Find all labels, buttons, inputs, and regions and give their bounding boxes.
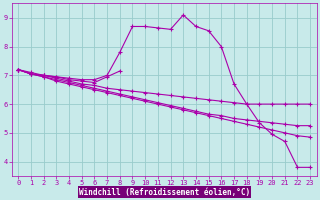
X-axis label: Windchill (Refroidissement éolien,°C): Windchill (Refroidissement éolien,°C) [79,188,250,197]
